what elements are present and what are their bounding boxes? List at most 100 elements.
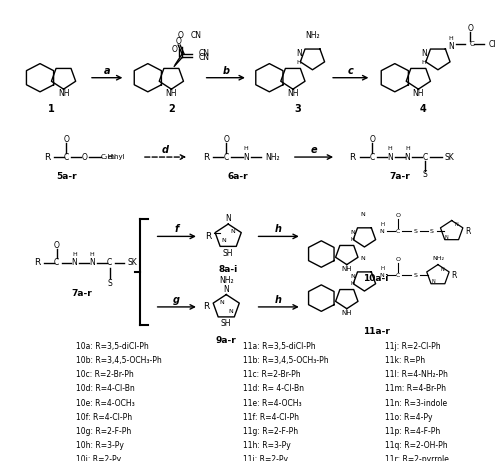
Text: Cl: Cl [489, 40, 496, 49]
Text: 11o: R=4-Py: 11o: R=4-Py [385, 413, 432, 422]
Text: H: H [350, 237, 354, 242]
Text: 10c: R=2-Br-Ph: 10c: R=2-Br-Ph [76, 370, 134, 379]
Text: 7a-r: 7a-r [390, 172, 410, 181]
Text: H: H [296, 60, 301, 65]
Text: C: C [396, 229, 400, 234]
Text: NH₂: NH₂ [305, 31, 320, 40]
Text: S: S [430, 229, 434, 234]
Text: R: R [34, 258, 40, 267]
Text: 1: 1 [48, 104, 55, 113]
Text: 4: 4 [420, 104, 426, 113]
Text: 11n: R=3-indole: 11n: R=3-indole [385, 399, 447, 408]
Text: H: H [380, 222, 384, 226]
Text: H: H [350, 282, 354, 286]
Text: H: H [72, 252, 76, 256]
Text: O: O [468, 24, 473, 33]
Text: N: N [224, 285, 229, 294]
Text: H: H [422, 60, 426, 65]
Text: S: S [107, 278, 112, 288]
Text: C: C [107, 258, 112, 267]
Text: 11l: R=4-NH₂-Ph: 11l: R=4-NH₂-Ph [385, 370, 448, 379]
Text: 9a-r: 9a-r [216, 336, 236, 345]
Text: O: O [64, 135, 70, 144]
Text: 3: 3 [294, 104, 301, 113]
Text: C: C [370, 153, 375, 161]
Text: SK: SK [445, 153, 454, 161]
Text: R: R [204, 153, 210, 161]
Text: C: C [396, 273, 400, 278]
Text: NH₂: NH₂ [266, 153, 280, 161]
Text: O: O [81, 153, 87, 161]
Text: N: N [350, 230, 355, 236]
Text: 11e: R=4-OCH₃: 11e: R=4-OCH₃ [243, 399, 302, 408]
Text: NH₂: NH₂ [432, 256, 444, 261]
Text: C: C [422, 153, 428, 161]
Text: N: N [243, 153, 248, 161]
Text: H: H [90, 252, 94, 256]
Text: N: N [380, 273, 384, 278]
Text: O: O [177, 31, 183, 40]
Text: S: S [414, 229, 418, 234]
Text: C: C [54, 258, 60, 267]
Text: CN: CN [199, 49, 210, 59]
Text: N: N [448, 42, 454, 51]
Text: 11c: R=2-Br-Ph: 11c: R=2-Br-Ph [243, 370, 300, 379]
Text: 8a-i: 8a-i [218, 266, 238, 274]
Text: 11j: R=2-Cl-Ph: 11j: R=2-Cl-Ph [385, 342, 440, 351]
Text: 11r: R=2-pyrrole: 11r: R=2-pyrrole [385, 455, 449, 461]
Text: N: N [219, 300, 224, 305]
Text: SH: SH [223, 248, 234, 258]
Text: N: N [72, 258, 77, 267]
Text: H: H [388, 146, 392, 151]
Text: H: H [405, 146, 410, 151]
Text: R: R [44, 153, 50, 161]
Text: H: H [244, 146, 248, 151]
Text: SH: SH [221, 319, 232, 328]
Text: SK: SK [127, 258, 137, 267]
Text: 6a-r: 6a-r [228, 172, 248, 181]
Text: 11i: R=2-Py: 11i: R=2-Py [243, 455, 288, 461]
Text: H: H [380, 266, 384, 271]
Text: N: N [360, 256, 365, 261]
Text: NH: NH [342, 310, 352, 316]
Text: 10b: R=3,4,5-OCH₃-Ph: 10b: R=3,4,5-OCH₃-Ph [76, 356, 162, 365]
Text: f: f [174, 225, 179, 234]
Text: 11p: R=4-F-Ph: 11p: R=4-F-Ph [385, 427, 440, 436]
Text: O: O [54, 241, 60, 250]
Text: 10f: R=4-Cl-Ph: 10f: R=4-Cl-Ph [76, 413, 132, 422]
Text: NH: NH [342, 266, 352, 272]
Text: b: b [222, 65, 229, 76]
Text: 11a-r: 11a-r [363, 327, 390, 336]
Text: NH₂: NH₂ [219, 276, 234, 285]
Text: N: N [226, 214, 231, 223]
Text: N: N [360, 212, 365, 217]
Text: S: S [423, 170, 428, 179]
Text: 7a-r: 7a-r [72, 289, 92, 298]
Text: N: N [445, 235, 448, 240]
Text: 11a: R=3,5-diCl-Ph: 11a: R=3,5-diCl-Ph [243, 342, 316, 351]
Text: R: R [350, 153, 356, 161]
Text: 5a-r: 5a-r [56, 172, 77, 181]
Text: R: R [466, 227, 471, 236]
Text: 10a: R=3,5-diCl-Ph: 10a: R=3,5-diCl-Ph [76, 342, 149, 351]
Text: R: R [452, 271, 457, 280]
Text: C: C [470, 41, 474, 47]
Text: e: e [310, 145, 318, 155]
Text: 11d: R= 4-Cl-Bn: 11d: R= 4-Cl-Bn [243, 384, 304, 394]
Text: h: h [275, 295, 282, 305]
Text: g: g [173, 295, 180, 305]
Text: d: d [162, 145, 169, 155]
Text: 11q: R=2-OH-Ph: 11q: R=2-OH-Ph [385, 441, 448, 450]
Text: N: N [387, 153, 393, 161]
Text: N: N [296, 49, 302, 59]
Text: H: H [448, 35, 453, 41]
Text: 10h: R=3-Py: 10h: R=3-Py [76, 441, 124, 450]
Text: O: O [224, 135, 229, 144]
Text: 11b: R=3,4,5-OCH₃-Ph: 11b: R=3,4,5-OCH₃-Ph [243, 356, 328, 365]
Text: C: C [224, 153, 229, 161]
Text: N: N [441, 266, 444, 272]
Text: 11m: R=4-Br-Ph: 11m: R=4-Br-Ph [385, 384, 446, 394]
Text: N: N [422, 49, 427, 59]
Text: NH: NH [58, 89, 70, 98]
Text: N: N [89, 258, 95, 267]
